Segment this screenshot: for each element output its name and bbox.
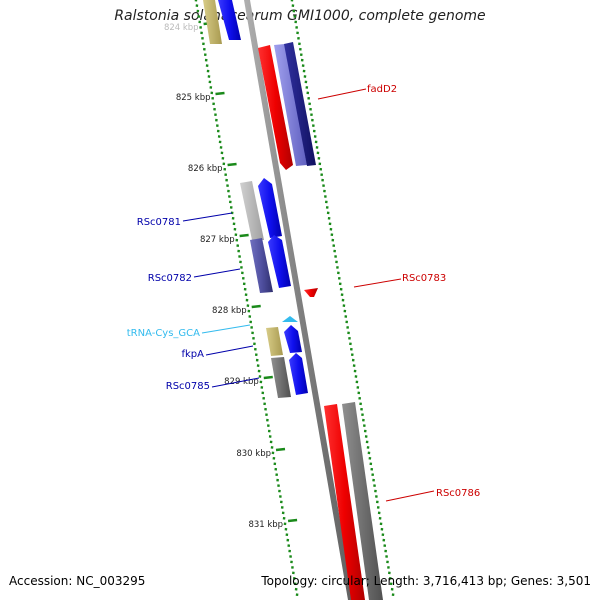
- gene-arrow-fkpA: [284, 325, 302, 353]
- leader-line-tRNA-Cys_GCA: [201, 324, 251, 334]
- leader-line-RSc0782: [193, 268, 241, 278]
- ruler-tick-mark: [251, 304, 261, 309]
- gene-label-RSc0786: RSc0786: [436, 488, 480, 499]
- gene-bar-fadD2-red: [258, 45, 293, 170]
- ruler-tick-mark: [215, 91, 225, 96]
- ruler-tick-label: 827 kbp: [200, 235, 235, 245]
- feature-ring-guides: [194, 0, 395, 597]
- gene-label-RSc0785: RSc0785: [166, 381, 210, 392]
- ruler-tick-label: 830 kbp: [236, 449, 271, 459]
- gene-label-RSc0782: RSc0782: [148, 273, 192, 284]
- gene-bar-top-blue: [218, 0, 241, 40]
- gene-bar-top-khaki: [203, 0, 222, 44]
- ruler-tick-mark: [239, 233, 249, 238]
- gene-label-fadD2: fadD2: [367, 84, 397, 95]
- gene-labels: fadD2 RSc0781 RSc0782 RSc0783 tRNA-Cys_G…: [127, 84, 480, 502]
- gene-arrow-RSc0781: [258, 178, 282, 238]
- leader-line-fadD2: [317, 88, 367, 100]
- gene-label-fkpA: fkpA: [182, 349, 205, 360]
- gene-bar-fadD2-navy: [284, 42, 316, 166]
- ruler-tick-mark: [275, 447, 286, 452]
- ruler-tick-mark: [263, 375, 273, 380]
- leader-line-RSc0781: [182, 212, 233, 222]
- leader-line-RSc0785: [211, 377, 260, 388]
- leader-line-RSc0783: [353, 278, 402, 288]
- ruler-tick-label: 825 kbp: [176, 93, 211, 103]
- ruler-tick-label: 829 kbp: [224, 377, 259, 387]
- gene-bar-RSc0786-gray: [342, 402, 383, 600]
- ruler-ticks: 824 kbp 825 kbp 826 kbp 827 kbp 828 kbp 829 k…: [164, 21, 298, 530]
- leader-line-fkpA: [205, 345, 254, 356]
- gene-bar-RSc0782-navy: [250, 238, 273, 293]
- gene-bar-fadD2-lavender: [274, 44, 307, 166]
- gene-arrow-tRNA-Cys_GCA: [282, 316, 298, 322]
- ruler-tick-label: 824 kbp: [164, 23, 199, 33]
- gene-arrow-RSc0783: [304, 288, 318, 297]
- gene-bar-RSc0781-gray: [240, 181, 264, 240]
- gene-arrow-RSc0785: [289, 353, 308, 395]
- gene-features: [203, 0, 383, 600]
- gene-arrow-RSc0782: [268, 235, 291, 288]
- gene-bar-fkpA-khaki: [266, 327, 283, 356]
- genome-backbone: [244, 0, 354, 600]
- ruler-tick-mark: [227, 162, 237, 167]
- ruler-tick-label: 826 kbp: [188, 164, 223, 174]
- ruler-tick-label: 828 kbp: [212, 306, 247, 316]
- accession-text: Accession: NC_003295: [9, 574, 146, 588]
- gene-label-RSc0783: RSc0783: [402, 273, 446, 284]
- gene-label-RSc0781: RSc0781: [137, 217, 181, 228]
- gene-bar-RSc0785-gray: [271, 357, 291, 398]
- genome-summary-text: Topology: circular; Length: 3,716,413 bp…: [261, 574, 591, 588]
- ruler-tick-label: 831 kbp: [248, 520, 283, 530]
- gene-bar-RSc0786-red: [324, 404, 365, 600]
- gene-label-tRNA-Cys_GCA: tRNA-Cys_GCA: [127, 328, 200, 339]
- leader-line-RSc0786: [385, 490, 435, 502]
- ruler-tick-mark: [287, 518, 298, 523]
